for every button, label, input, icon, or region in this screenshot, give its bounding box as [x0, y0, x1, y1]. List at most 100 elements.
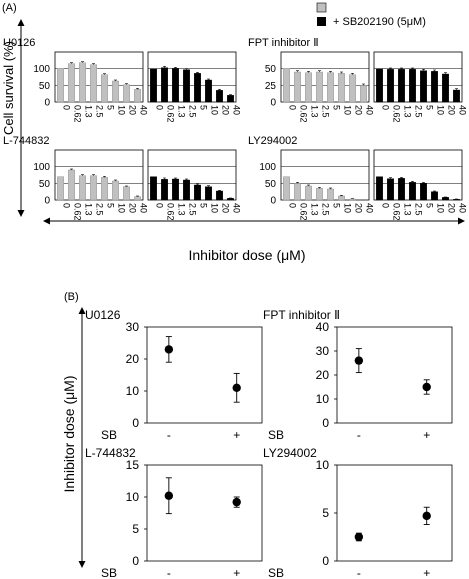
- y-tick-label: 0: [322, 416, 329, 430]
- bar: [172, 68, 179, 103]
- dot-plot-1: U0126 0 10 20 30 - + SB: [85, 308, 263, 442]
- bar: [349, 198, 356, 201]
- x-tick-label: 0: [381, 203, 391, 208]
- bar: [150, 176, 157, 201]
- bar-chart-title: FPT inhibitor Ⅱ: [248, 37, 319, 49]
- y-tick-label: 15: [126, 458, 140, 472]
- x-tick-label: 0.62: [73, 203, 83, 221]
- bar: [349, 74, 356, 103]
- panel-b-y-arrow-down: [78, 561, 86, 568]
- subplot-frame: [373, 149, 463, 201]
- x-tick-label: 0: [155, 105, 165, 110]
- bar: [338, 195, 345, 201]
- panel-a-x-axis: Inhibitor dose (μM): [43, 217, 465, 263]
- bar: [112, 180, 119, 201]
- bar: [327, 72, 334, 103]
- x-tick-label: 20: [221, 105, 231, 115]
- plot-frame: [336, 464, 453, 562]
- bar: [398, 69, 405, 103]
- data-point: [232, 497, 241, 507]
- bar: [431, 71, 438, 103]
- dot-plot-title: L-744832: [85, 446, 136, 460]
- x-tick-label: 20: [447, 203, 457, 213]
- bar: [338, 73, 345, 103]
- data-point: [422, 511, 431, 521]
- bar: [57, 68, 64, 103]
- bar: [150, 68, 157, 103]
- bar: [68, 169, 75, 201]
- x-tick-label: 0: [62, 105, 72, 110]
- x-tick-label: 20: [354, 105, 364, 115]
- bar-subplot-sb: 0 0.62 1.3 2.5 5 10 20 40: [147, 51, 242, 123]
- bar: [376, 176, 383, 201]
- x-tick-label: 40: [458, 105, 468, 115]
- x-category-label: -: [167, 428, 171, 442]
- bar: [123, 186, 130, 201]
- bar: [453, 199, 460, 201]
- bar: [387, 69, 394, 103]
- x-tick-label: 5: [425, 105, 435, 110]
- subplot-frame: [147, 51, 237, 103]
- bar-subplot-sb: 0 0.62 1.3 2.5 5 10 20 40: [373, 51, 468, 123]
- subplot-frame: [147, 149, 237, 201]
- panel-b-y-axis: Inhibitor dose (μM): [61, 307, 86, 568]
- x-tick-label: 5: [199, 105, 209, 110]
- x-tick-label: 1.3: [84, 105, 94, 118]
- y-tick-label: 50: [265, 179, 277, 190]
- x-tick-label: 2.5: [188, 203, 198, 216]
- y-tick-label: 0: [44, 98, 50, 109]
- plot-frame: [336, 326, 453, 424]
- x-tick-label: 2.5: [188, 105, 198, 118]
- x-axis-label: SB: [268, 566, 284, 579]
- panel-a-y-axis: Cell survival (%): [1, 19, 25, 217]
- x-tick-label: 40: [458, 203, 468, 213]
- bar: [283, 68, 290, 103]
- subplot-frame: [280, 149, 370, 201]
- data-point: [422, 382, 431, 392]
- x-tick-label: 2.5: [321, 203, 331, 216]
- x-tick-label: 2.5: [414, 105, 424, 118]
- y-tick-label: 10: [126, 384, 140, 398]
- x-tick-label: 10: [117, 203, 127, 213]
- bar: [57, 176, 64, 201]
- bar: [216, 90, 223, 103]
- x-tick-label: 1.3: [177, 105, 187, 118]
- y-tick-label: 100: [33, 162, 50, 173]
- x-tick-label: 1.3: [403, 105, 413, 118]
- dot-plot-title: U0126: [85, 308, 121, 322]
- dot-plot-4: LY294002 0 5 10 - + SB: [263, 446, 453, 579]
- bar: [90, 175, 97, 201]
- dot-plot-title: LY294002: [263, 446, 317, 460]
- subplot-frame: [280, 51, 370, 103]
- bar: [442, 197, 449, 201]
- x-tick-label: 40: [232, 105, 242, 115]
- panel-a-y-label: Cell survival (%): [1, 41, 16, 135]
- bar: [294, 71, 301, 103]
- bar: [327, 188, 334, 201]
- x-tick-label: 2.5: [95, 105, 105, 118]
- x-tick-label: 10: [210, 203, 220, 213]
- y-tick-label: 5: [132, 522, 139, 536]
- bar: [420, 70, 427, 103]
- bar: [68, 63, 75, 103]
- x-tick-label: 5: [425, 203, 435, 208]
- x-tick-label: 5: [106, 105, 116, 110]
- bar: [134, 89, 141, 103]
- y-tick-label: 0: [270, 196, 276, 207]
- x-tick-label: 1.3: [84, 203, 94, 216]
- x-tick-label: 0: [62, 203, 72, 208]
- bar: [409, 69, 416, 103]
- bar-subplot-control: 0 0.62 1.3 2.5 5 10 20 40: [280, 149, 375, 221]
- legend-swatch-gray: [316, 2, 327, 13]
- legend-label-sb: + SB202190 (5μM): [333, 16, 426, 28]
- bar: [194, 73, 201, 103]
- panel-a-x-arrow-left: [43, 217, 50, 225]
- x-tick-label: 5: [332, 105, 342, 110]
- bar: [387, 178, 394, 201]
- plot-frame: [146, 326, 263, 424]
- x-axis-label: SB: [101, 428, 117, 442]
- data-point: [354, 532, 364, 542]
- x-tick-label: 2.5: [414, 203, 424, 216]
- bar-subplot-sb: 0 0.62 1.3 2.5 5 10 20 40: [373, 149, 468, 221]
- y-tick-label: 20: [126, 352, 140, 366]
